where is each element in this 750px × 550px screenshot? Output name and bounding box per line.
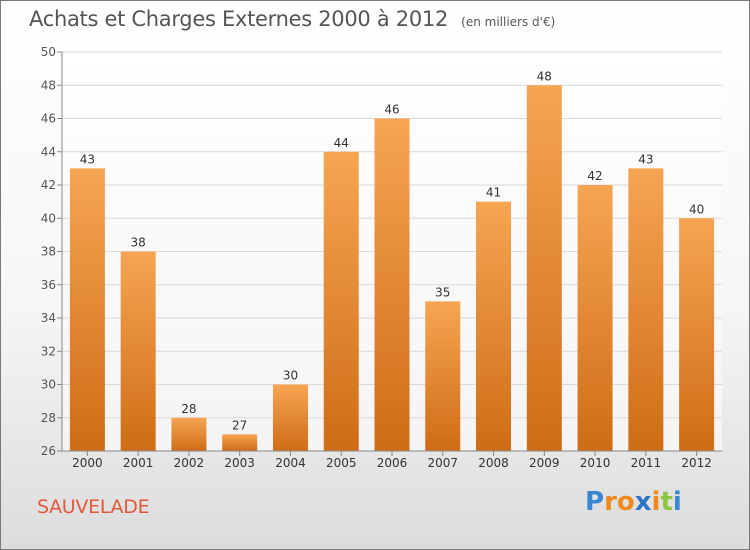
x-axis-ticks: 2000 2001 2002 2003 2004 2005 2006 2007 2008 2009…: [72, 451, 712, 470]
bar: [323, 151, 359, 451]
data-label: 41: [486, 186, 501, 200]
x-tick-label: 2003: [224, 456, 255, 470]
x-tick-label: 2012: [681, 456, 712, 470]
bar: [222, 434, 258, 451]
y-tick-label: 28: [41, 411, 56, 425]
y-tick-label: 48: [41, 78, 56, 92]
y-tick-label: 26: [41, 444, 56, 458]
x-tick-label: 2010: [580, 456, 611, 470]
bar: [526, 85, 562, 451]
x-tick-label: 2000: [72, 456, 103, 470]
x-tick-label: 2005: [326, 456, 357, 470]
data-label: 40: [689, 202, 704, 216]
data-label: 44: [334, 136, 349, 150]
bar: [69, 168, 105, 451]
x-tick-label: 2002: [174, 456, 205, 470]
data-label: 27: [232, 418, 247, 432]
bar: [679, 218, 715, 451]
logo-letter: x: [634, 487, 652, 517]
logo-letter: i: [651, 487, 661, 517]
logo-letter: t: [660, 487, 673, 517]
bar: [425, 301, 461, 451]
y-tick-label: 36: [41, 278, 56, 292]
data-label: 38: [131, 236, 146, 250]
y-tick-label: 34: [41, 311, 56, 325]
y-tick-label: 40: [41, 211, 56, 225]
x-tick-label: 2011: [631, 456, 662, 470]
bar: [272, 384, 308, 451]
chart-title: Achats et Charges Externes 2000 à 2012: [29, 7, 449, 31]
bar: [374, 118, 410, 451]
y-tick-label: 46: [41, 112, 56, 126]
data-label: 28: [181, 402, 196, 416]
data-labels: 43 38 28 27 30 44 46 35 41 48 42 43 40: [80, 69, 705, 432]
town-name: SAUVELADE: [37, 496, 150, 518]
bar: [120, 251, 156, 451]
logo-letter: i: [672, 487, 682, 517]
data-label: 46: [384, 103, 399, 117]
x-tick-label: 2006: [377, 456, 408, 470]
data-label: 48: [537, 69, 552, 83]
data-label: 42: [587, 169, 602, 183]
logo-letter: r: [604, 487, 617, 517]
data-label: 43: [80, 152, 95, 166]
y-tick-label: 44: [41, 145, 56, 159]
x-tick-label: 2001: [123, 456, 154, 470]
bar: [476, 201, 512, 451]
y-tick-label: 30: [41, 378, 56, 392]
logo-letter: P: [585, 487, 605, 517]
logo-letter: o: [616, 487, 635, 517]
x-tick-label: 2007: [427, 456, 458, 470]
bar: [628, 168, 664, 451]
bars: [69, 85, 715, 451]
bar: [171, 417, 207, 451]
data-label: 43: [638, 152, 653, 166]
y-tick-label: 32: [41, 344, 56, 358]
proxiti-logo: Proxiti: [585, 487, 682, 517]
chart-header: Achats et Charges Externes 2000 à 2012 (…: [29, 7, 555, 31]
y-tick-label: 50: [41, 45, 56, 59]
y-axis-ticks: 26 28 30 32 34 36 38 40 42 44 46 48 50: [41, 45, 56, 458]
y-tick-label: 38: [41, 245, 56, 259]
data-label: 30: [283, 369, 298, 383]
x-tick-label: 2009: [529, 456, 560, 470]
y-tick-label: 42: [41, 178, 56, 192]
x-tick-label: 2004: [275, 456, 306, 470]
bar: [577, 185, 613, 451]
x-tick-label: 2008: [478, 456, 509, 470]
data-label: 35: [435, 285, 450, 299]
chart-subtitle: (en milliers d'€): [461, 15, 556, 29]
